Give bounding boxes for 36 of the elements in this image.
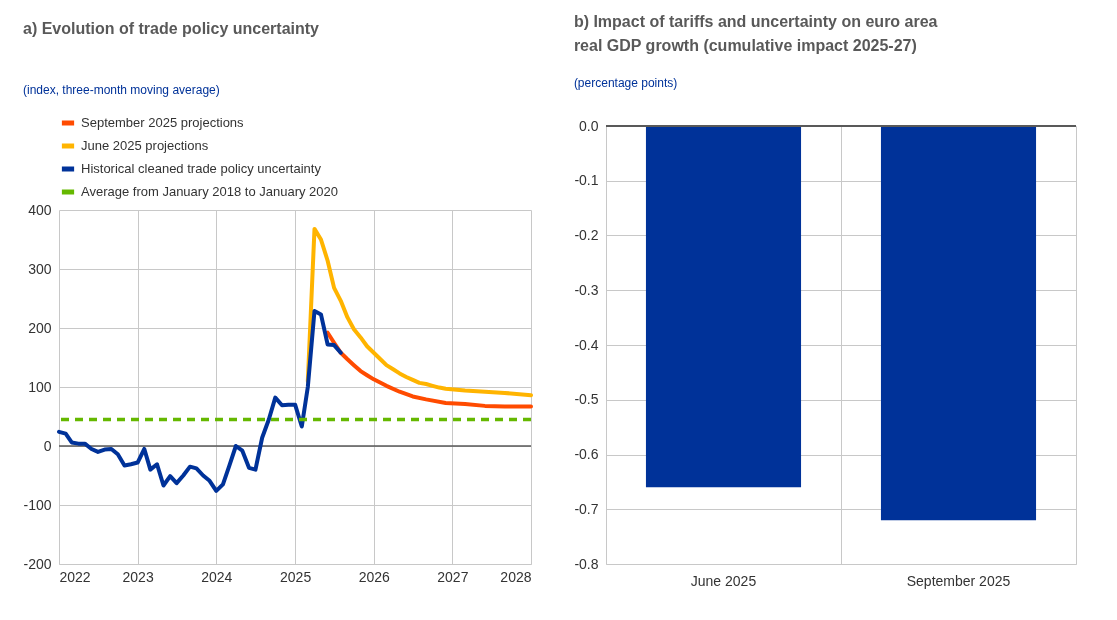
legend-label: September 2025 projections [81, 115, 245, 130]
x-tick-label: 2027 [437, 568, 469, 585]
y-tick-label: -100 [23, 496, 52, 513]
y-tick-label: 0.0 [579, 117, 599, 134]
x-tick-label: June 2025 [690, 572, 757, 589]
line-series [57, 308, 343, 493]
y-tick-label: 200 [28, 319, 52, 336]
y-tick-label: -0.7 [574, 500, 599, 517]
x-tick-label: September 2025 [906, 572, 1011, 589]
y-tick-label: -200 [23, 555, 52, 572]
legend-label: June 2025 projections [81, 138, 209, 153]
y-tick-label: -0.1 [574, 172, 599, 189]
x-tick-label: 2023 [122, 568, 154, 585]
x-tick-label: 2025 [280, 568, 312, 585]
chart-title: a) Evolution of trade policy uncertainty [22, 20, 320, 37]
chart-subtitle: (index, three-month moving average) [22, 83, 220, 97]
chart-subtitle: (percentage points) [573, 76, 678, 90]
x-tick-label: 2022 [59, 568, 91, 585]
line-series [305, 226, 533, 398]
y-tick-label: -0.5 [574, 391, 599, 408]
y-tick-label: -0.4 [574, 336, 599, 353]
y-tick-label: -0.2 [574, 227, 599, 243]
chart-title: b) Impact of tariffs and uncertainty on euro area real GDP growth (cumulative impact 2025-27) [573, 13, 938, 54]
y-tick-label: -0.6 [574, 446, 599, 462]
y-tick-label: 0 [43, 437, 52, 454]
legend-label: Historical cleaned trade policy uncertainty [81, 161, 322, 176]
x-tick-label: 2028 [500, 568, 532, 585]
y-tick-label: -0.8 [574, 555, 599, 572]
y-tick-label: 400 [28, 201, 52, 218]
line-series [325, 330, 533, 409]
y-tick-label: -0.3 [574, 281, 599, 298]
y-tick-label: 300 [28, 260, 52, 277]
x-tick-label: 2024 [201, 568, 233, 585]
legend-label: Average from January 2018 to January 2020 [81, 184, 339, 199]
x-tick-label: 2026 [358, 568, 391, 585]
y-tick-label: 100 [28, 378, 52, 395]
